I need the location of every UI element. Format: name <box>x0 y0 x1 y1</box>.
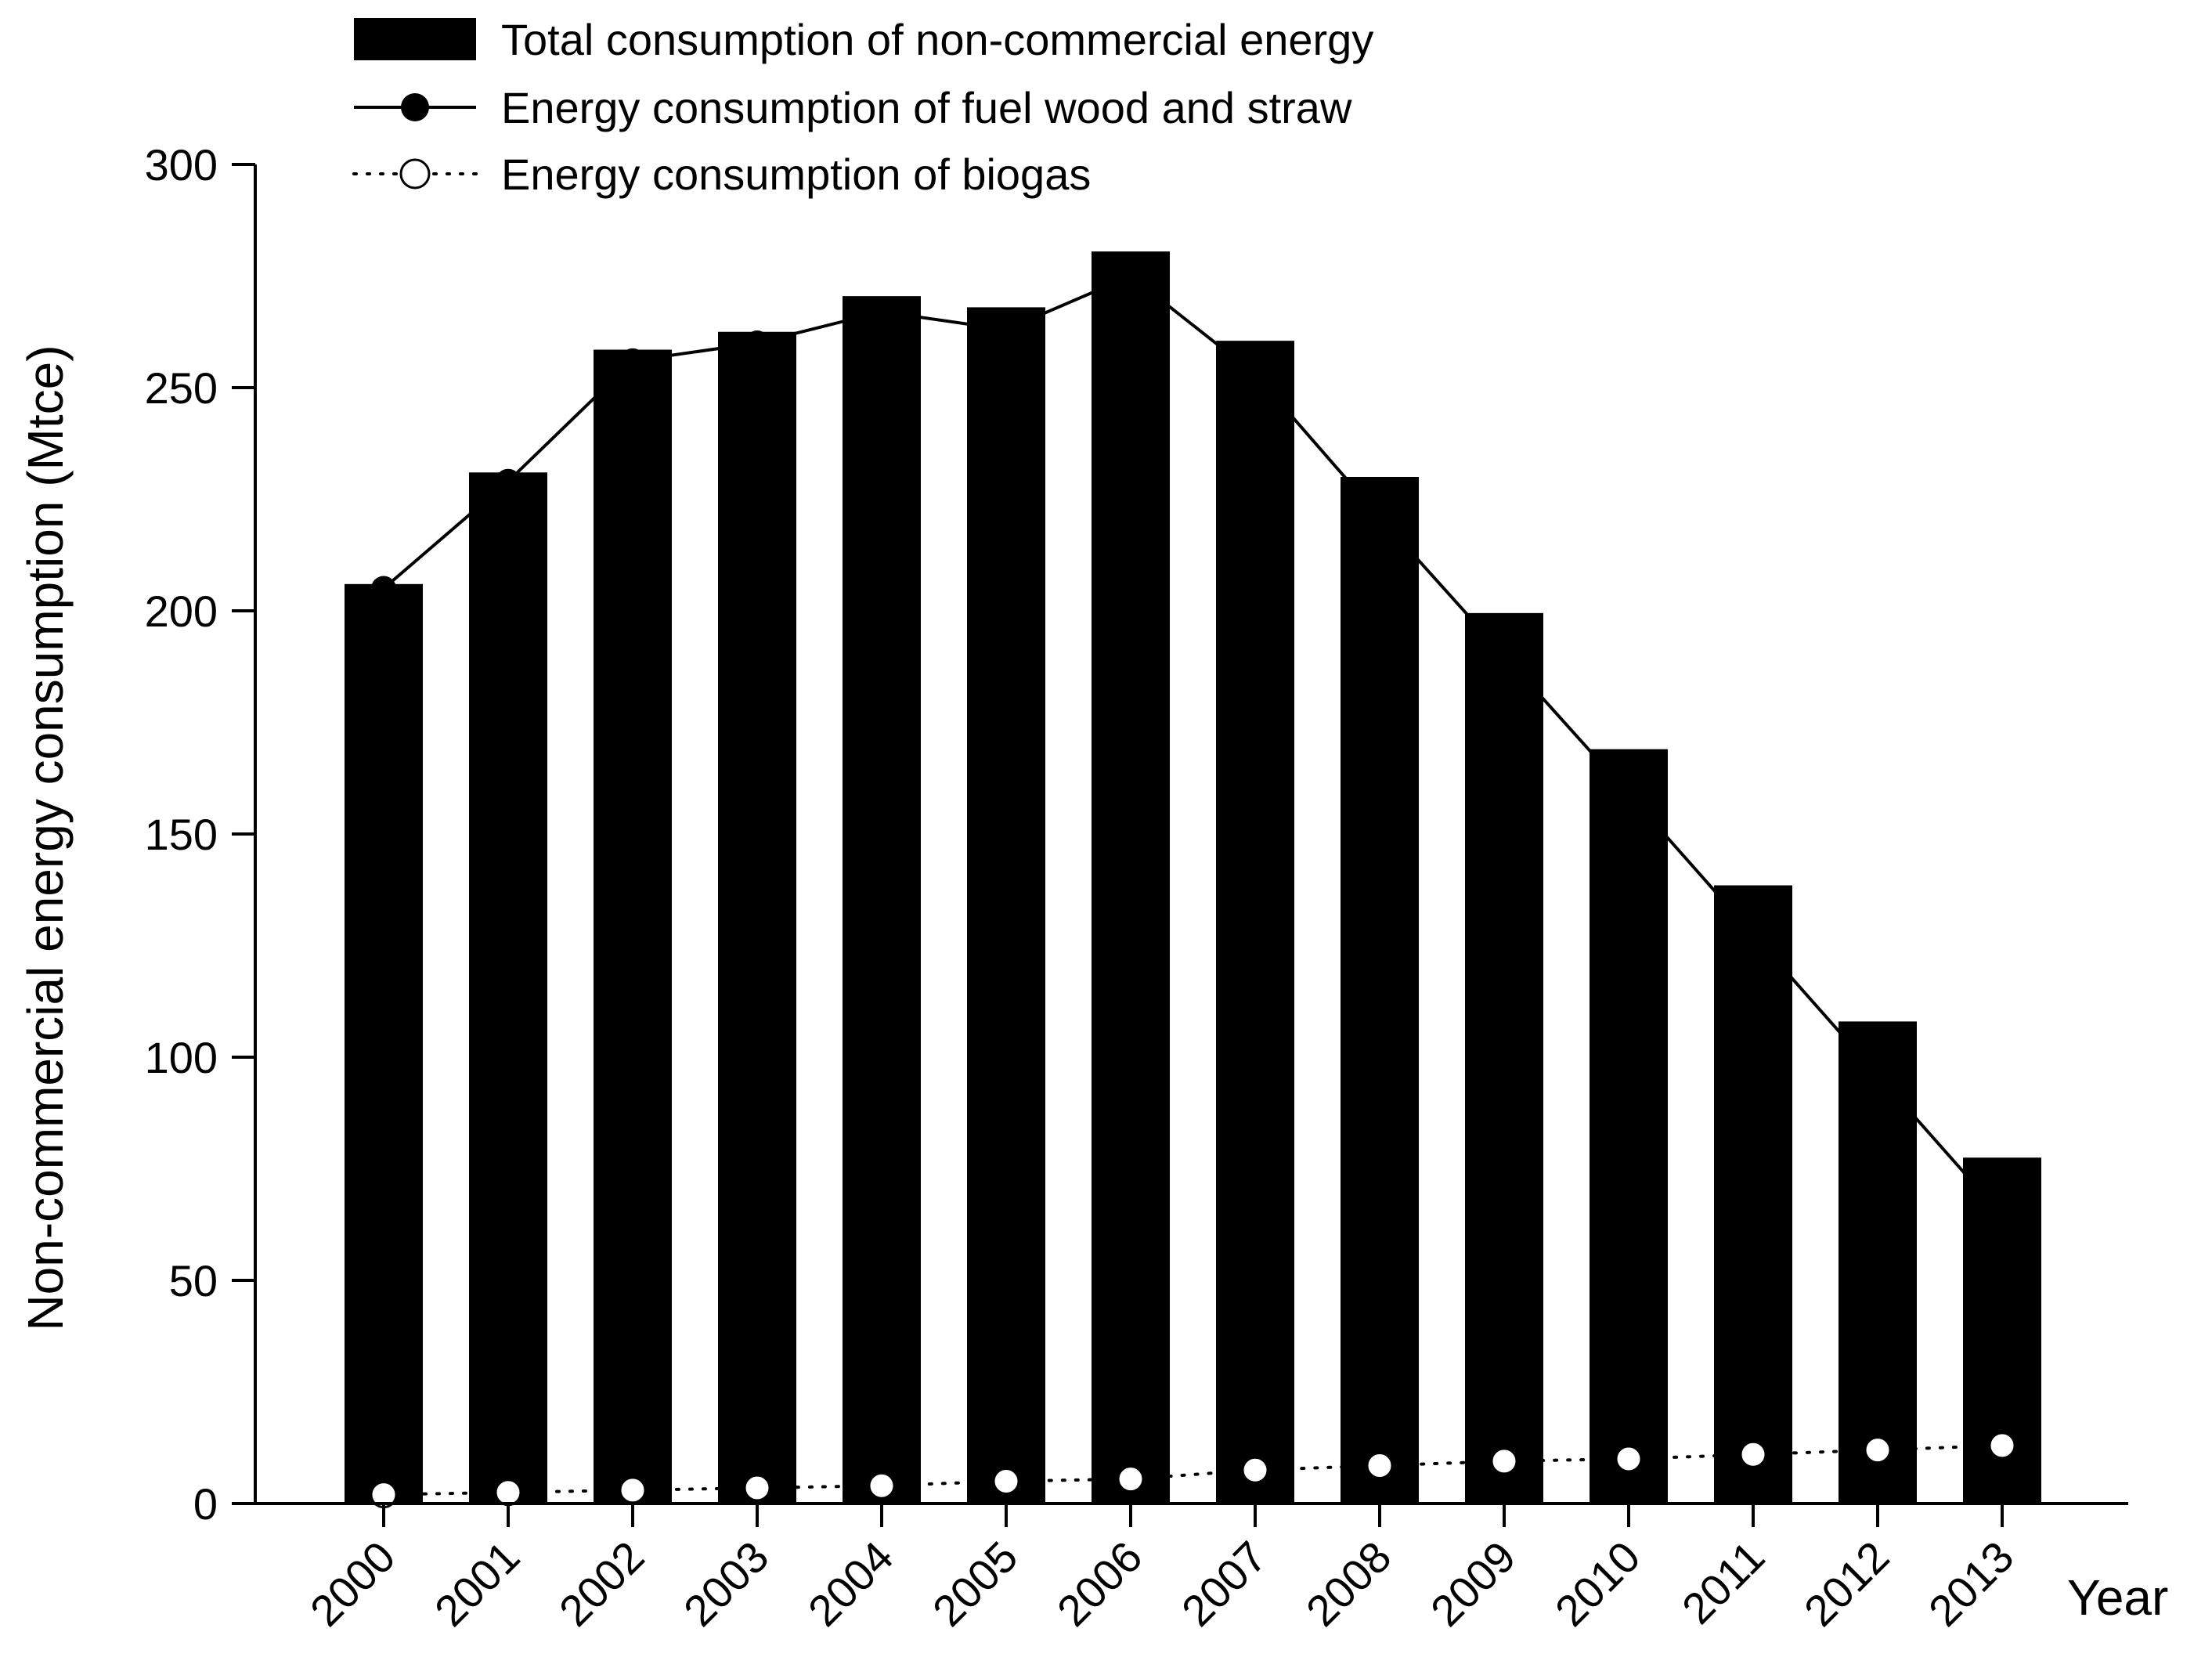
y-tick-label: 100 <box>145 1033 218 1082</box>
legend-swatch-total-bar <box>354 18 476 60</box>
point-fuel-wood-straw-2002 <box>620 348 645 374</box>
point-fuel-wood-straw-2009 <box>1492 643 1517 668</box>
x-tick-label: 2001 <box>425 1532 529 1636</box>
bar-total-2005 <box>967 307 1045 1504</box>
legend-swatch-biogas-marker <box>399 158 431 190</box>
y-tick-label: 200 <box>145 587 218 636</box>
point-fuel-wood-straw-2008 <box>1367 504 1392 530</box>
x-tick-label: 2005 <box>923 1532 1027 1636</box>
line-fuel-wood-straw <box>382 274 2004 1217</box>
legend: Total consumption of non-commercial ener… <box>352 15 1373 199</box>
x-tick-label: 2009 <box>1421 1532 1525 1636</box>
y-tick-label: 0 <box>193 1479 218 1529</box>
legend-label-fuel-wood: Energy consumption of fuel wood and stra… <box>501 83 1352 132</box>
point-fuel-wood-straw-2006 <box>1118 263 1143 289</box>
bar-total-2011 <box>1714 885 1792 1504</box>
legend-label-total: Total consumption of non-commercial ener… <box>501 15 1373 64</box>
point-fuel-wood-straw-2004 <box>869 299 894 325</box>
bar-total-2012 <box>1839 1021 1917 1504</box>
bar-total-2008 <box>1341 477 1419 1504</box>
x-tick-label: 2000 <box>301 1532 405 1636</box>
bar-total-2010 <box>1590 749 1668 1504</box>
legend-swatch-fuel-wood-marker <box>401 93 429 121</box>
point-biogas-2004 <box>868 1471 896 1500</box>
bar-total-2000 <box>345 583 423 1504</box>
point-biogas-2008 <box>1366 1452 1394 1480</box>
x-tick-label: 2012 <box>1795 1532 1899 1636</box>
x-tick-label: 2003 <box>674 1532 778 1636</box>
bar-total-2004 <box>843 296 921 1504</box>
bar-total-2003 <box>718 331 796 1504</box>
point-biogas-2009 <box>1490 1447 1518 1475</box>
x-tick-label: 2004 <box>799 1532 903 1636</box>
x-tick-label: 2007 <box>1172 1532 1276 1636</box>
y-tick-label: 150 <box>145 810 218 859</box>
x-axis-title: Year <box>2067 1569 2168 1626</box>
point-fuel-wood-straw-2011 <box>1741 922 1766 948</box>
point-biogas-2002 <box>619 1476 647 1504</box>
point-biogas-2005 <box>992 1468 1020 1495</box>
bar-total-2006 <box>1092 251 1170 1504</box>
point-fuel-wood-straw-2003 <box>745 330 770 356</box>
y-tick-label: 250 <box>145 363 218 413</box>
x-tick-label: 2011 <box>1673 1532 1774 1634</box>
plot-area <box>345 251 2041 1509</box>
x-tick-label: 2008 <box>1297 1532 1401 1636</box>
point-fuel-wood-straw-2013 <box>1990 1203 2015 1229</box>
line-biogas <box>382 1443 2004 1497</box>
point-biogas-2001 <box>494 1478 522 1507</box>
point-biogas-2003 <box>743 1474 771 1502</box>
y-tick-label: 300 <box>145 140 218 190</box>
point-fuel-wood-straw-2000 <box>371 576 396 601</box>
bar-total-2001 <box>469 472 547 1504</box>
point-fuel-wood-straw-2012 <box>1865 1062 1890 1088</box>
x-tick-label: 2010 <box>1546 1532 1650 1636</box>
point-fuel-wood-straw-2007 <box>1243 361 1268 387</box>
point-biogas-2012 <box>1864 1436 1892 1464</box>
point-biogas-2006 <box>1117 1465 1145 1493</box>
bar-total-2007 <box>1216 341 1294 1504</box>
point-fuel-wood-straw-2005 <box>994 316 1019 342</box>
point-biogas-2011 <box>1739 1440 1767 1468</box>
point-fuel-wood-straw-2001 <box>496 468 521 494</box>
point-biogas-2007 <box>1241 1456 1269 1484</box>
x-tick-label: 2013 <box>1919 1532 2023 1636</box>
bar-total-2009 <box>1465 612 1543 1504</box>
point-fuel-wood-straw-2010 <box>1616 781 1641 807</box>
point-biogas-2010 <box>1615 1445 1643 1473</box>
point-biogas-2013 <box>1988 1432 2016 1460</box>
y-axis-title: Non-commercial energy consumption (Mtce) <box>17 345 74 1330</box>
x-tick-label: 2006 <box>1048 1532 1152 1636</box>
bar-total-2002 <box>594 349 672 1504</box>
y-tick-label: 50 <box>169 1256 218 1305</box>
legend-label-biogas: Energy consumption of biogas <box>501 150 1091 199</box>
x-tick-label: 2002 <box>550 1532 654 1636</box>
